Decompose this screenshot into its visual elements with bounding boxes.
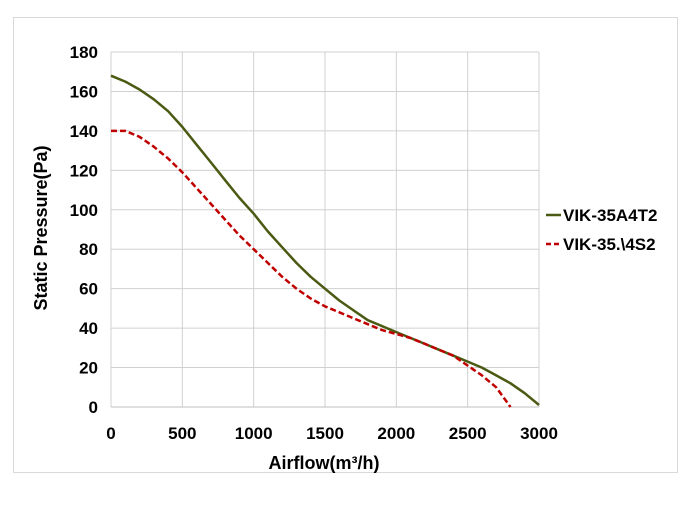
y-tick-label: 40 [79, 319, 98, 338]
x-axis-ticks: 0 500 1000 1500 2000 2500 3000 [106, 424, 558, 443]
series-lines [110, 74, 540, 408]
y-tick-label: 100 [70, 201, 98, 220]
x-tick-label: 1500 [306, 424, 344, 443]
y-tick-label: 120 [70, 161, 98, 180]
legend-label: VIK-35.\4S2 [563, 235, 656, 254]
chart-frame [13, 17, 678, 473]
series-line [110, 74, 540, 406]
x-tick-label: 3000 [520, 424, 558, 443]
y-tick-label: 80 [79, 240, 98, 259]
grid [110, 51, 540, 408]
series-line [111, 129, 512, 408]
x-tick-label: 2000 [377, 424, 415, 443]
y-tick-label: 140 [70, 122, 98, 141]
y-tick-label: 20 [79, 359, 98, 378]
y-axis-ticks: 0 20 40 60 80 100 120 140 160 180 [70, 43, 98, 417]
x-tick-label: 2500 [449, 424, 487, 443]
x-tick-label: 500 [168, 424, 196, 443]
y-tick-label: 160 [70, 82, 98, 101]
legend-label: VIK-35A4T2 [563, 206, 657, 225]
x-tick-label: 1000 [235, 424, 273, 443]
y-axis-label: Static Pressure(Pa) [31, 145, 51, 310]
x-tick-label: 0 [106, 424, 115, 443]
y-tick-label: 0 [89, 398, 98, 417]
y-tick-label: 180 [70, 43, 98, 62]
legend: VIK-35A4T2 VIK-35.\4S2 [546, 206, 657, 254]
y-tick-label: 60 [79, 280, 98, 299]
x-axis-label: Airflow(m³/h) [269, 453, 380, 473]
